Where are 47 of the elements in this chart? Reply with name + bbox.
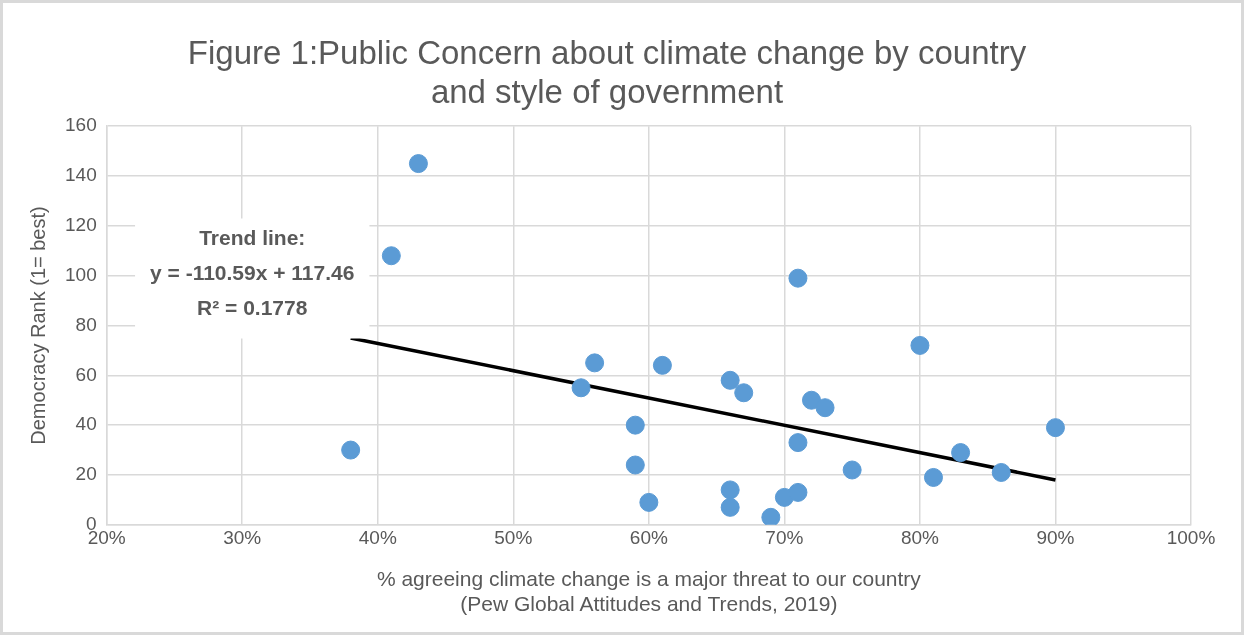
- y-tick-label: 100: [65, 263, 97, 285]
- point: [381, 246, 401, 266]
- y-tick-label: 60: [75, 363, 97, 385]
- y-tick-label: 140: [65, 164, 97, 186]
- x-tick-label: 70%: [765, 527, 804, 549]
- x-tick-label: 100%: [1166, 527, 1216, 549]
- point: [652, 355, 672, 375]
- y-tick-label: 40: [75, 413, 97, 435]
- point: [341, 440, 361, 460]
- x-tick-label: 90%: [1036, 527, 1075, 549]
- x-tick-label: 60%: [629, 527, 668, 549]
- chart-title: Figure 1:Public Concern about climate change by country and style of government: [187, 33, 1027, 111]
- point: [761, 507, 781, 525]
- annotation: y = -110.59x + 117.46: [150, 260, 355, 284]
- point: [639, 492, 659, 512]
- y-tick-label: 120: [65, 214, 97, 236]
- point: [951, 443, 971, 463]
- y-tick-label: 80: [75, 313, 97, 335]
- point: [734, 383, 754, 403]
- point: [625, 415, 645, 435]
- x-tick-label: 40%: [358, 527, 397, 549]
- annotation: R² = 0.1778: [197, 295, 308, 319]
- x-axis-title: % agreeing climate change is a major threat to our country (Pew Global Attitudes and Trends, 2019): [376, 567, 922, 616]
- point: [788, 482, 808, 502]
- point: [408, 154, 428, 174]
- point: [788, 433, 808, 453]
- point: [625, 455, 645, 475]
- x-tick-label: 80%: [900, 527, 940, 549]
- x-tick-label: 30%: [223, 527, 262, 549]
- point: [842, 460, 862, 480]
- point: [720, 480, 740, 500]
- point: [910, 335, 930, 355]
- point: [991, 462, 1011, 482]
- point: [923, 467, 943, 487]
- point: [571, 378, 591, 398]
- point: [1045, 418, 1065, 438]
- point: [720, 497, 740, 517]
- y-tick-label: 20: [75, 463, 97, 485]
- point: [802, 390, 821, 410]
- x-tick-label: 50%: [494, 527, 533, 549]
- point: [720, 370, 740, 390]
- point: [815, 398, 835, 418]
- annotation: Trend line:: [199, 225, 306, 249]
- y-tick-label: 160: [65, 114, 97, 136]
- y-axis-title: Democracy Rank (1= best): [26, 206, 49, 445]
- point: [585, 353, 605, 373]
- point: [788, 268, 808, 288]
